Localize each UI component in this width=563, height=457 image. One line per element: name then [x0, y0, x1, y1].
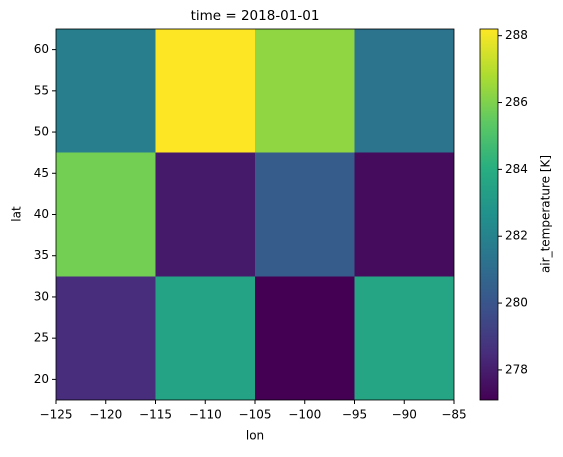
colorbar-label: air_temperature [K] [539, 155, 553, 273]
x-tick-label: −95 [342, 408, 367, 422]
y-tick-label: 60 [34, 42, 49, 56]
y-tick-label: 35 [34, 248, 49, 262]
y-axis-label: lat [10, 206, 24, 222]
x-tick-label: −115 [139, 408, 172, 422]
heatmap-cell [255, 152, 355, 277]
heatmap-cell [354, 152, 454, 277]
heatmap-cell [354, 29, 454, 153]
x-tick-label: −105 [239, 408, 272, 422]
heatmap-cell [354, 276, 454, 400]
y-tick-label: 30 [34, 289, 49, 303]
heatmap-cell [56, 276, 156, 400]
colorbar-tick-label: 286 [505, 95, 528, 109]
x-tick-label: −125 [40, 408, 73, 422]
colorbar-tick-label: 282 [505, 229, 528, 243]
y-tick-label: 45 [34, 166, 49, 180]
heatmap-cell [255, 276, 355, 400]
colorbar-tick-label: 288 [505, 28, 528, 42]
chart-title: time = 2018-01-01 [191, 8, 320, 24]
x-tick-label: −100 [288, 408, 321, 422]
colorbar-tick-label: 278 [505, 362, 528, 376]
x-tick-label: −120 [89, 408, 122, 422]
y-tick-label: 25 [34, 331, 49, 345]
y-tick-label: 40 [34, 207, 49, 221]
heatmap-cell [155, 276, 255, 400]
heatmap-cell [155, 152, 255, 277]
y-tick-label: 50 [34, 125, 49, 139]
x-tick-label: −110 [189, 408, 222, 422]
colorbar-tick-label: 284 [505, 162, 528, 176]
x-axis-label: lon [246, 429, 264, 443]
x-tick-label: −90 [392, 408, 417, 422]
heatmap-cell [255, 29, 355, 153]
colorbar [479, 28, 499, 401]
colorbar-tick-label: 280 [505, 296, 528, 310]
y-tick-label: 20 [34, 372, 49, 386]
x-tick-label: −85 [441, 408, 466, 422]
heatmap-cell [155, 29, 255, 153]
y-tick-label: 55 [34, 83, 49, 97]
heatmap-cell [56, 152, 156, 277]
heatmap-cell [56, 29, 156, 153]
